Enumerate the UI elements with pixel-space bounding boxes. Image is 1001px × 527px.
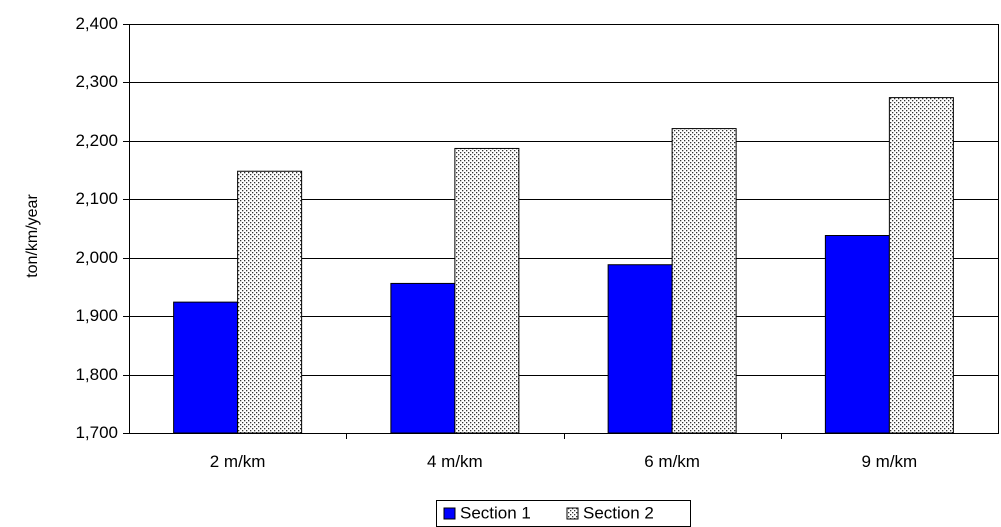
x-tick-label: 9 m/km	[862, 452, 918, 471]
axes	[123, 24, 999, 439]
bar-section-1-4-m-km	[390, 282, 456, 434]
bar-section-1-6-m-km	[607, 264, 673, 434]
bar-section-2-9-m-km	[888, 97, 954, 434]
y-tick-label: 2,300	[75, 72, 118, 91]
y-tick-label: 2,100	[75, 189, 118, 208]
y-axis-title: ton/km/year	[24, 194, 41, 278]
y-tick-labels: 1,700 1,800 1,900 2,000 2,100 2,200 2,300 2,400	[75, 14, 118, 442]
y-tick-label: 1,800	[75, 365, 118, 384]
x-tick-label: 4 m/km	[427, 452, 483, 471]
bar-section-2-2-m-km	[237, 170, 303, 434]
y-tick-label: 1,900	[75, 306, 118, 325]
x-tick-labels: 2 m/km 4 m/km 6 m/km 9 m/km	[210, 452, 917, 471]
legend: Section 1 Section 2	[436, 500, 691, 527]
legend-swatch	[566, 507, 579, 520]
legend-label: Section 1	[460, 503, 531, 522]
y-tick-label: 2,000	[75, 248, 118, 267]
legend-label: Section 2	[583, 503, 654, 522]
bar-section-2-4-m-km	[454, 147, 520, 434]
y-tick-label: 1,700	[75, 423, 118, 442]
bar-section-2-6-m-km	[671, 128, 737, 434]
bars	[173, 97, 954, 434]
x-tick-label: 6 m/km	[644, 452, 700, 471]
legend-swatch	[443, 507, 456, 520]
bar-section-1-2-m-km	[173, 301, 239, 434]
x-tick-label: 2 m/km	[210, 452, 266, 471]
y-tick-label: 2,200	[75, 131, 118, 150]
y-tick-label: 2,400	[75, 14, 118, 33]
bar-section-1-9-m-km	[824, 235, 890, 434]
